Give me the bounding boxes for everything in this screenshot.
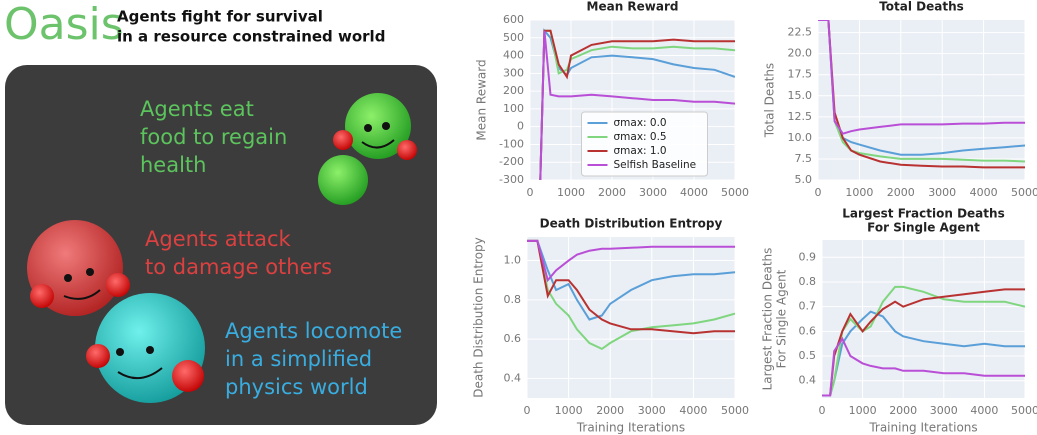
y-tick-label: 5.0 — [795, 173, 813, 186]
x-tick-label: 3000 — [928, 186, 956, 199]
x-tick-label: 0 — [819, 404, 826, 417]
y-tick-label: 300 — [503, 66, 524, 79]
plot-area — [527, 237, 735, 398]
y-tick-label: 100 — [503, 102, 524, 115]
x-tick-label: 1000 — [557, 186, 585, 199]
y-tick-label: 15.0 — [788, 89, 813, 102]
plot-area — [822, 240, 1025, 398]
y-axis-label: Mean Reward — [475, 59, 489, 140]
y-tick-label: 0 — [517, 120, 524, 133]
y-tick-label: 0.7 — [799, 300, 817, 313]
x-tick-label: 0 — [527, 186, 534, 199]
y-tick-label: 10.0 — [788, 131, 813, 144]
y-tick-label: 7.5 — [795, 152, 813, 165]
subtitle: in a resource constrained world — [117, 28, 385, 46]
panel-text: to damage others — [145, 255, 332, 279]
y-axis-label: Total Deaths — [763, 63, 777, 138]
chart-title: For Single Agent — [867, 221, 980, 235]
chart-title: Largest Fraction Deaths — [842, 207, 1004, 221]
x-tick-label: 0 — [524, 404, 531, 417]
y-tick-label: 12.5 — [788, 110, 813, 123]
title: Oasis — [4, 0, 124, 50]
panel-text: Agents attack — [145, 227, 292, 251]
x-tick-label: 2000 — [598, 186, 626, 199]
panel-text: health — [140, 153, 206, 177]
chart-title: Death Distribution Entropy — [540, 217, 723, 231]
x-tick-label: 4000 — [970, 186, 998, 199]
y-tick-label: 0.9 — [799, 250, 817, 263]
x-tick-label: 5000 — [721, 404, 749, 417]
y-tick-label: 17.5 — [788, 68, 813, 81]
x-tick-label: 3000 — [638, 404, 666, 417]
y-tick-label: 200 — [503, 84, 524, 97]
x-tick-label: 3000 — [639, 186, 667, 199]
legend-label: σmax: 0.5 — [614, 131, 667, 143]
y-tick-label: -200 — [499, 155, 524, 168]
y-tick-label: -100 — [499, 137, 524, 150]
chart-title: Mean Reward — [587, 0, 679, 14]
x-tick-label: 4000 — [680, 186, 708, 199]
y-tick-label: 0.4 — [504, 371, 522, 384]
legend-label: σmax: 1.0 — [614, 145, 667, 157]
y-tick-label: 400 — [503, 49, 524, 62]
y-tick-label: 0.6 — [799, 324, 817, 337]
panel-text: physics world — [225, 375, 368, 399]
legend-label: Selfish Baseline — [614, 159, 697, 171]
x-tick-label: 4000 — [970, 404, 998, 417]
x-tick-label: 1000 — [555, 404, 583, 417]
y-axis-label: Death Distribution Entropy — [472, 237, 486, 398]
x-tick-label: 3000 — [930, 404, 958, 417]
panel-text: in a simplified — [225, 347, 372, 371]
x-axis-label: Training Iterations — [576, 421, 685, 435]
x-tick-label: 5000 — [1011, 186, 1037, 199]
y-tick-label: 0.5 — [799, 349, 817, 362]
y-tick-label: 0.8 — [504, 293, 522, 306]
y-tick-label: -300 — [499, 173, 524, 186]
y-tick-label: 1.0 — [504, 254, 522, 267]
subtitle: Agents fight for survival — [117, 8, 323, 26]
x-axis-label: Training Iterations — [868, 421, 977, 435]
y-axis-label: For Single Agent — [775, 269, 789, 368]
x-tick-label: 2000 — [889, 404, 917, 417]
legend-label: σmax: 0.0 — [614, 117, 667, 129]
y-tick-label: 0.8 — [799, 275, 817, 288]
x-tick-label: 0 — [815, 186, 822, 199]
y-axis-label: Largest Fraction Deaths — [761, 248, 775, 391]
y-tick-label: 20.0 — [788, 47, 813, 60]
chart-title: Total Deaths — [879, 0, 964, 14]
x-tick-label: 1000 — [849, 404, 877, 417]
x-tick-label: 4000 — [679, 404, 707, 417]
y-tick-label: 0.6 — [504, 332, 522, 345]
x-tick-label: 2000 — [887, 186, 915, 199]
y-tick-label: 600 — [503, 13, 524, 26]
y-tick-label: 0.4 — [799, 374, 817, 387]
y-tick-label: 500 — [503, 31, 524, 44]
x-tick-label: 2000 — [596, 404, 624, 417]
x-tick-label: 5000 — [1011, 404, 1037, 417]
x-tick-label: 1000 — [845, 186, 873, 199]
panel-text: Agents eat — [140, 97, 254, 121]
figure: Oasis Agents fight for survival in a res… — [0, 0, 1037, 435]
x-tick-label: 5000 — [721, 186, 749, 199]
y-tick-label: 22.5 — [788, 26, 813, 39]
panel-text: Agents locomote — [225, 319, 402, 343]
panel-text: food to regain — [140, 125, 287, 149]
plot-area — [818, 20, 1025, 180]
